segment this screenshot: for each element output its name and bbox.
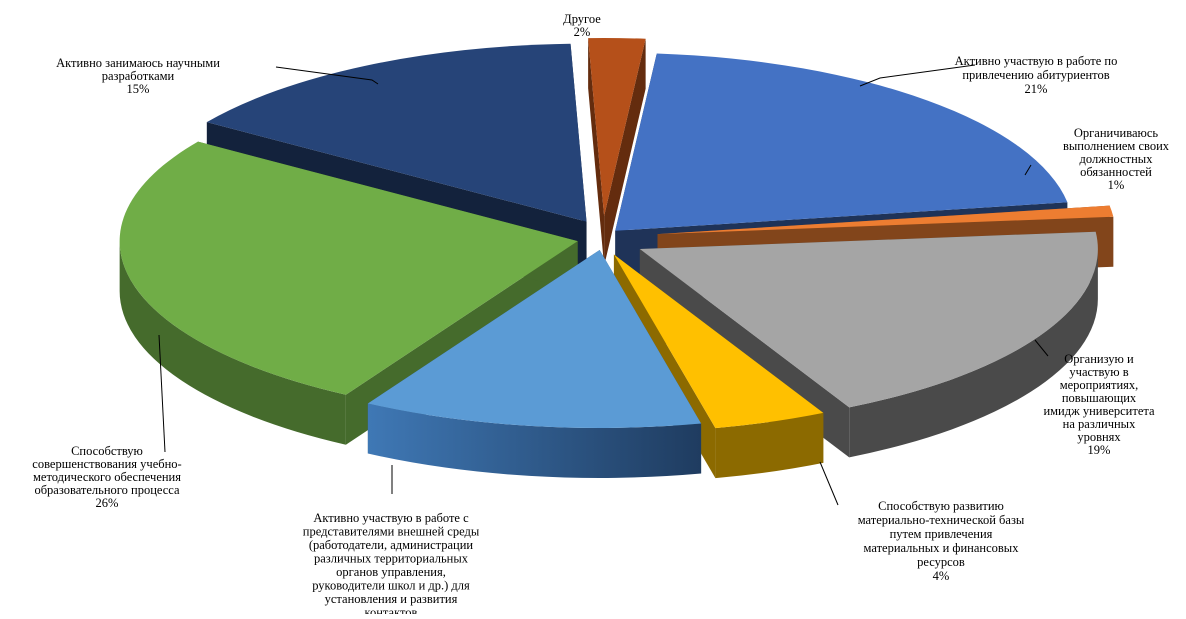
pie-slice: [367, 249, 702, 428]
slice-label-line: Активно занимаюсь научными: [56, 56, 220, 70]
slice-label: Организую и участвую в мероприятиях, повыша…: [1043, 352, 1155, 457]
slice-label-line: ресурсов: [917, 555, 965, 569]
slice-label-line: представителями внешней среды: [303, 525, 480, 539]
slice-percent-label: 21%: [1025, 82, 1048, 96]
pie-slice: [615, 53, 1068, 231]
slice-label-line: путем привлечения: [890, 527, 993, 541]
slice-percent-label: 1%: [1108, 178, 1125, 192]
pie-slice-outer-wall: [119, 241, 346, 445]
slice-label-line: имидж университета: [1043, 404, 1155, 418]
slice-label-line: выполнением своих: [1063, 139, 1170, 153]
slice-label-line: руководители школ и др.) для: [312, 579, 470, 593]
slice-label-line: должностных: [1080, 152, 1154, 166]
slice-label-line: Активно участвую в работе с: [313, 511, 469, 525]
slice-label-line: совершенствования учебно-: [32, 457, 181, 471]
slice-label-line: Органичиваюсь: [1074, 126, 1158, 140]
slice-label: Органичиваюсь выполнением своих должностны…: [1063, 126, 1170, 192]
slice-label-line: Организую и: [1064, 352, 1134, 366]
slice-label: Активно участвую в работе по привлечению …: [955, 54, 1118, 96]
slice-label-line: контактов: [365, 606, 418, 615]
slice-label-line: привлечению абитуриентов: [962, 68, 1109, 82]
slice-label-line: материальных и финансовых: [864, 541, 1020, 555]
leader-line: [819, 461, 839, 506]
slice-label-line: органов управления,: [336, 565, 446, 579]
slice-percent-label: 4%: [933, 569, 950, 583]
slice-label: Активно участвую в работе с представителя…: [303, 511, 480, 614]
pie-slice: [657, 205, 1114, 235]
pie-slice: [639, 231, 1098, 408]
slice-label-line: различных территориальных: [314, 552, 469, 566]
slice-label-line: повышающих: [1062, 391, 1137, 405]
slice-label-line: на различных: [1063, 417, 1136, 431]
slice-label-line: участвую в: [1069, 365, 1128, 379]
slice-label-line: Другое: [563, 12, 601, 26]
pie-slice-side-wall: [588, 38, 605, 267]
slice-percent-label: 26%: [96, 496, 119, 510]
leader-line: [859, 64, 976, 87]
slice-label-line: мероприятиях,: [1060, 378, 1139, 392]
leader-line: [275, 66, 379, 85]
slice-label: Способствую развитию материально-техничес…: [858, 499, 1025, 583]
pie-slice: [613, 254, 824, 429]
slice-label-line: разработками: [102, 69, 175, 83]
pie-slice: [588, 38, 646, 217]
slice-label-line: (работодатели, администрации: [309, 538, 474, 552]
slice-label: Другое 2%: [563, 12, 601, 39]
leader-line: [1034, 339, 1049, 357]
slice-label-line: обязанностей: [1080, 165, 1152, 179]
pie-slice-outer-wall: [367, 403, 702, 478]
slice-label-line: Способствую: [71, 444, 143, 458]
slice-percent-label: 15%: [127, 82, 150, 96]
slice-percent-label: 2%: [574, 25, 591, 39]
slice-label-line: образовательного процесса: [34, 483, 180, 497]
slice-label-line: Способствую развитию: [878, 499, 1004, 513]
leader-line: [158, 334, 166, 453]
pie-slice: [206, 43, 587, 222]
slice-label: Активно занимаюсь научными разработками 15…: [56, 56, 220, 96]
slice-label-line: установления и развития: [325, 592, 458, 606]
leader-line: [1024, 164, 1032, 176]
pie-slice-side-wall: [604, 38, 646, 267]
slice-label: Способствую совершенствования учебно-мето…: [32, 444, 181, 510]
slice-label-line: материально-технической базы: [858, 513, 1025, 527]
pie-slice-outer-wall: [849, 249, 1098, 458]
slice-percent-label: 19%: [1088, 443, 1111, 457]
slice-label-line: методического обеспечения: [33, 470, 181, 484]
pie-slice-outer-wall: [715, 412, 824, 479]
slice-label-line: уровнях: [1077, 430, 1121, 444]
pie-slice: [119, 141, 578, 395]
slice-label-line: Активно участвую в работе по: [955, 54, 1118, 68]
